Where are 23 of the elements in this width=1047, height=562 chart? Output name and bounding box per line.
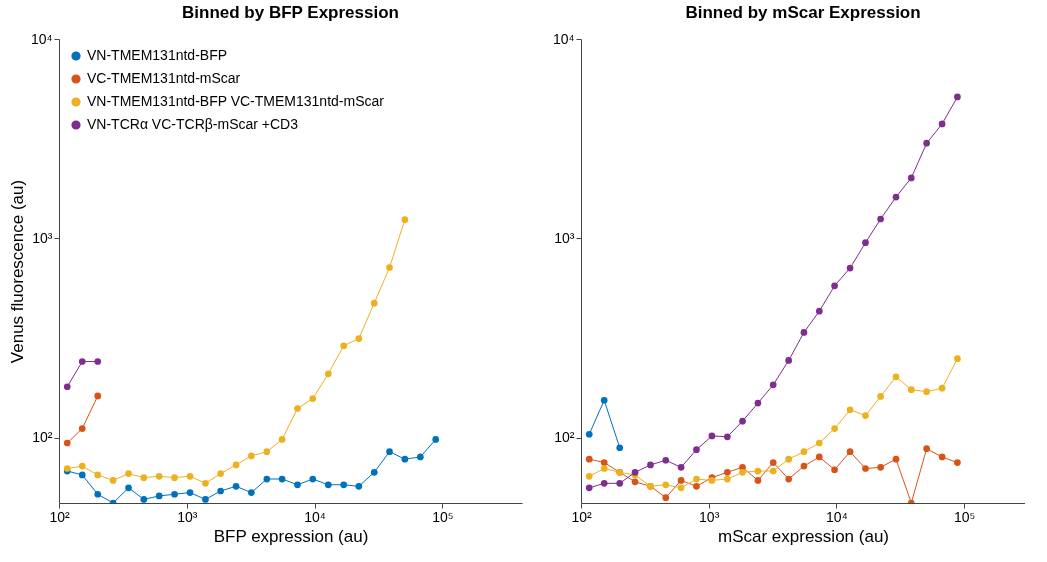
y-tick-label: 10² bbox=[554, 429, 575, 446]
x-tick-label: 10² bbox=[49, 508, 70, 525]
legend-label: VN-TMEM131ntd-BFP VC-TMEM131ntd-mScar bbox=[87, 93, 385, 109]
x-tick-label: 10⁵ bbox=[953, 508, 976, 525]
x-tick-label: 10⁴ bbox=[826, 508, 848, 525]
y-axis-title: Venus fluorescence (au) bbox=[7, 179, 27, 364]
x-tick-label: 10⁴ bbox=[304, 508, 326, 525]
legend-label: VN-TMEM131ntd-BFP bbox=[87, 47, 228, 63]
x-tick-label: 10⁵ bbox=[432, 508, 454, 525]
y-tick-label: 10³ bbox=[32, 229, 53, 246]
y-tick-label: 10² bbox=[32, 429, 53, 446]
x-tick-label: 10³ bbox=[177, 508, 198, 525]
x-axis-title: BFP expression (au) bbox=[213, 526, 369, 546]
chart-title: Binned by BFP Expression bbox=[182, 3, 399, 22]
y-tick-label: 10³ bbox=[554, 229, 575, 246]
chart-title: Binned by mScar Expression bbox=[685, 3, 921, 22]
x-axis-title: mScar expression (au) bbox=[717, 526, 890, 546]
y-tick-label: 10⁴ bbox=[552, 30, 575, 47]
x-tick-label: 10² bbox=[571, 508, 592, 525]
x-tick-label: 10³ bbox=[699, 508, 720, 525]
y-tick-label: 10⁴ bbox=[30, 30, 53, 47]
legend-label: VC-TMEM131ntd-mScar bbox=[87, 70, 241, 86]
legend-label: VN-TCRα VC-TCRβ-mScar +CD3 bbox=[87, 116, 299, 132]
